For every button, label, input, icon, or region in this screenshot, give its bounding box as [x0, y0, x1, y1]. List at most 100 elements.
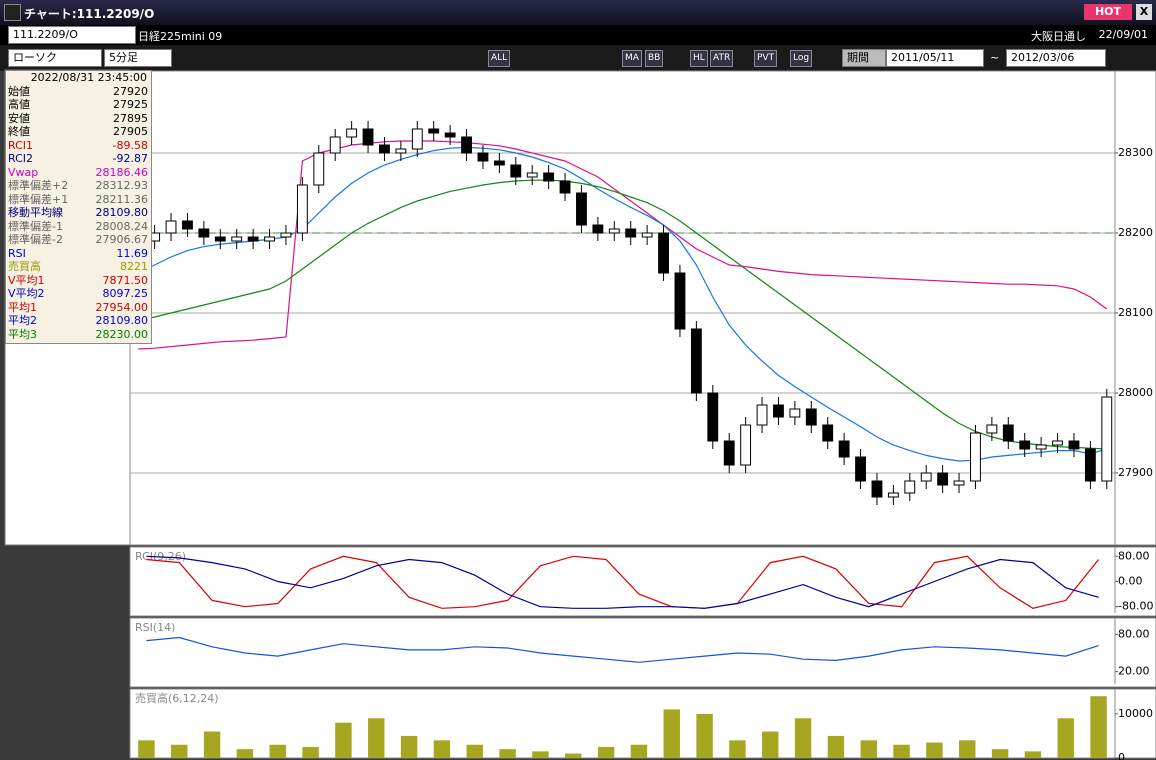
series-line — [146, 555, 1100, 609]
bar — [368, 718, 385, 758]
candle-body — [871, 480, 883, 498]
info-row: 平均2 28109.80 — [6, 314, 151, 328]
close-button[interactable]: X — [1136, 4, 1152, 20]
info-label: RSI — [8, 246, 26, 260]
y-tick-label: 28300 — [1118, 146, 1153, 159]
tool-button[interactable]: BB — [645, 50, 664, 67]
candle-body — [280, 232, 292, 238]
bar — [466, 744, 483, 758]
panel — [129, 617, 1156, 688]
tool-button[interactable]: HL — [690, 50, 708, 67]
candle-body — [920, 472, 932, 482]
candle-body — [1019, 440, 1031, 450]
tool-button[interactable]: MA — [622, 50, 642, 67]
to-date[interactable]: 2012/03/06 — [1006, 49, 1106, 67]
from-date[interactable]: 2011/05/11 — [886, 49, 984, 67]
bar — [1024, 751, 1042, 758]
candle-body — [707, 392, 719, 442]
period-button[interactable]: 期間 — [842, 49, 886, 67]
y-tick-label: -80.00 — [1118, 600, 1153, 613]
candle-body — [444, 132, 456, 138]
info-label: 標準偏差-2 — [8, 233, 63, 246]
info-label: 安値 — [8, 111, 30, 125]
series-line — [138, 179, 1107, 450]
panel-label: 売買高(6,12,24) — [135, 691, 219, 705]
candle-body — [231, 236, 243, 242]
candle-body — [658, 232, 669, 274]
candle-body — [838, 440, 850, 458]
candle-body — [559, 180, 571, 194]
bar — [696, 713, 713, 758]
bar — [597, 746, 615, 758]
info-value: 28109.80 — [95, 314, 149, 327]
info-label: 平均2 — [8, 314, 37, 327]
info-value: 11.69 — [116, 246, 149, 260]
bar — [893, 744, 910, 758]
candle-body — [937, 472, 949, 486]
candle-body — [543, 172, 555, 182]
hot-button[interactable]: HOT — [1084, 4, 1132, 20]
info-row: Vwap 28186.46 — [6, 166, 151, 180]
candle-body — [756, 404, 768, 426]
candle-body — [411, 128, 423, 150]
y-tick-label: 28100 — [1118, 306, 1153, 319]
y-tick-label: 27900 — [1118, 466, 1153, 479]
info-label: 売買高 — [8, 260, 41, 273]
info-row: 高値 27925 — [6, 98, 151, 112]
bar — [532, 751, 549, 758]
candle-body — [329, 136, 341, 154]
bar — [499, 749, 516, 758]
candle-body — [428, 128, 440, 134]
info-label: 終値 — [8, 125, 30, 138]
info-value: 28312.93 — [95, 179, 149, 192]
candle-body — [690, 328, 702, 394]
candle-body — [789, 408, 801, 418]
candle-body — [1084, 448, 1096, 482]
bar — [302, 746, 319, 758]
candle-body — [1052, 440, 1063, 446]
interval-select[interactable]: 5分足 — [104, 49, 172, 67]
candle-body — [740, 424, 752, 466]
bar — [729, 740, 746, 758]
candle-body — [296, 184, 308, 234]
info-value: -89.58 — [112, 138, 148, 152]
title-bar: チャート:111.2209/O HOT X — [0, 0, 1156, 25]
candle-body — [953, 480, 965, 486]
series-line — [146, 636, 1099, 663]
range-separator: ~ — [990, 51, 1000, 64]
info-label: Vwap — [8, 165, 39, 179]
tool-button[interactable]: ALL — [488, 50, 511, 67]
info-row: 安値 27895 — [6, 112, 151, 126]
candle-body — [887, 492, 899, 498]
candle-body — [198, 228, 210, 238]
bar — [860, 740, 877, 758]
tool-button[interactable]: ATR — [710, 50, 734, 67]
tool-button[interactable]: Log — [790, 50, 813, 67]
chart-type-select[interactable]: ローソク — [8, 49, 102, 67]
info-row: 標準偏差-2 27906.67 — [6, 233, 151, 247]
info-row: 標準偏差+2 28312.93 — [6, 179, 151, 193]
info-label: V平均1 — [8, 273, 45, 287]
candle-body — [264, 236, 275, 242]
info-label: RCI2 — [8, 152, 34, 165]
bar — [400, 735, 418, 758]
candle-body — [1002, 424, 1014, 442]
candle-body — [477, 152, 489, 162]
candle-body — [214, 236, 226, 242]
session: 大阪日通し — [1031, 30, 1086, 43]
candle-body — [855, 456, 866, 482]
y-tick-label: 10000 — [1118, 707, 1153, 720]
candle-body — [592, 224, 604, 234]
info-label: 標準偏差+2 — [8, 179, 69, 192]
bar — [433, 740, 451, 758]
info-value: 28008.24 — [95, 219, 149, 233]
info-row: 平均3 28230.00 — [6, 328, 151, 342]
candle-body — [395, 148, 407, 154]
tool-button[interactable]: PVT — [754, 50, 778, 67]
candle-body — [510, 164, 522, 178]
panel-label: RSI(14) — [135, 621, 175, 634]
candle-body — [526, 172, 538, 178]
candle-body — [379, 144, 390, 154]
symbol-box[interactable]: 111.2209/O — [8, 26, 136, 44]
